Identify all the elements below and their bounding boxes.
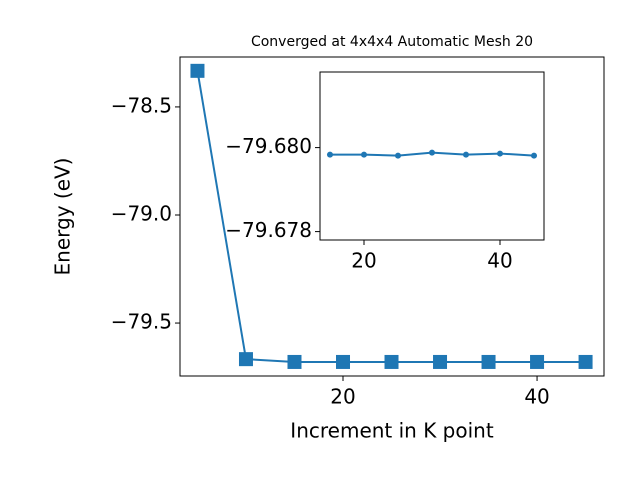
y-tick-label: −79.5 xyxy=(111,310,172,334)
marker xyxy=(530,354,545,369)
chart-title: Converged at 4x4x4 Automatic Mesh 20 xyxy=(251,34,533,50)
series-line xyxy=(196,70,586,363)
marker xyxy=(190,63,205,78)
x-tick-label: 40 xyxy=(487,249,512,273)
y-axis-label: Energy (eV) xyxy=(51,158,75,276)
marker xyxy=(287,354,302,369)
axes-frame xyxy=(319,71,545,241)
x-tick-label: 20 xyxy=(330,385,355,409)
marker xyxy=(238,352,253,367)
marker xyxy=(429,149,435,156)
marker xyxy=(394,152,401,159)
marker xyxy=(531,152,538,159)
y-tick-label: −78.5 xyxy=(111,93,172,117)
y-tick-label: −79.0 xyxy=(111,201,172,225)
marker xyxy=(326,151,333,158)
marker xyxy=(384,354,399,369)
marker xyxy=(360,151,367,158)
axes-frame xyxy=(179,56,605,377)
x-axis-label: Increment in K point xyxy=(290,419,494,443)
marker xyxy=(433,354,448,369)
x-tick-label: 20 xyxy=(351,249,376,273)
marker xyxy=(578,354,593,369)
y-tick-label: −79.678 xyxy=(225,218,312,242)
marker xyxy=(336,354,351,369)
marker xyxy=(481,354,496,369)
marker xyxy=(497,150,504,157)
x-tick-label: 40 xyxy=(524,385,549,409)
y-tick-label: −79.680 xyxy=(225,134,312,158)
marker xyxy=(463,151,470,158)
